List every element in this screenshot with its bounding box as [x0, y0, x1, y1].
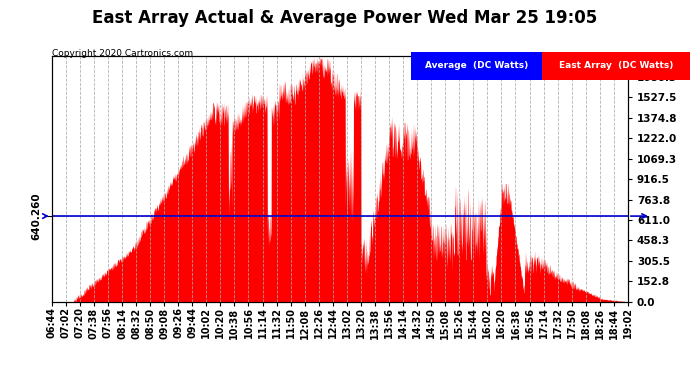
Text: Average  (DC Watts): Average (DC Watts)	[424, 61, 528, 70]
Bar	[542, 52, 690, 80]
Text: Copyright 2020 Cartronics.com: Copyright 2020 Cartronics.com	[52, 49, 193, 58]
Text: East Array  (DC Watts): East Array (DC Watts)	[559, 61, 673, 70]
Bar	[411, 52, 542, 80]
Text: East Array Actual & Average Power Wed Mar 25 19:05: East Array Actual & Average Power Wed Ma…	[92, 9, 598, 27]
